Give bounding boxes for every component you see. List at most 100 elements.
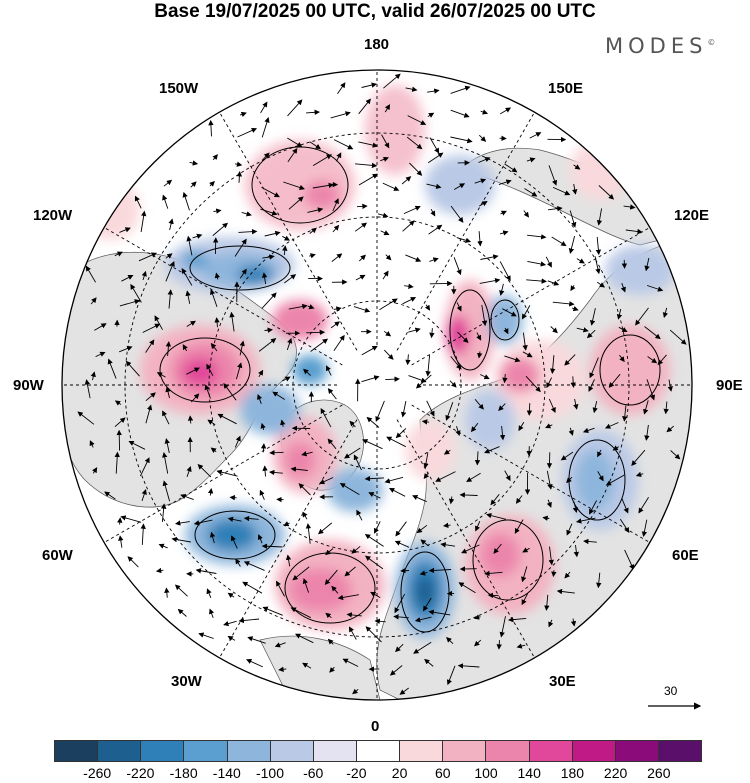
wind-vector	[208, 119, 214, 137]
wind-vector	[499, 261, 511, 282]
wind-vector	[643, 400, 649, 415]
wind-vector	[331, 585, 339, 594]
wind-vector	[548, 165, 558, 186]
wind-vector	[415, 374, 432, 389]
wind-vector	[261, 187, 280, 198]
wind-vector	[353, 454, 362, 471]
wind-vector	[461, 544, 480, 554]
wind-vector	[164, 587, 170, 598]
wind-vector	[413, 641, 432, 654]
wind-vector	[641, 519, 648, 537]
wind-vector	[566, 523, 573, 536]
map-title: Base 19/07/2025 00 UTC, valid 26/07/2025…	[154, 1, 596, 22]
lon-label-0: 0	[371, 718, 380, 735]
wind-vector	[573, 398, 579, 410]
wind-vector	[227, 592, 235, 599]
wind-vector	[114, 400, 122, 406]
wind-vector	[141, 489, 147, 502]
wind-vector	[107, 358, 117, 379]
wind-vector	[478, 201, 488, 207]
wind-vector	[303, 368, 311, 376]
wind-vector	[306, 329, 326, 336]
colorbar-cell	[400, 741, 444, 761]
wind-vector	[522, 332, 528, 351]
lon-label-180: 180	[364, 36, 390, 53]
wind-vector	[548, 619, 554, 628]
wind-vector	[242, 581, 263, 594]
wind-vector	[427, 112, 435, 118]
colorbar-tick-label: -260	[83, 765, 112, 781]
wind-vector	[414, 616, 432, 623]
wind-vector	[290, 466, 308, 472]
wind-vector	[310, 338, 329, 352]
wind-vector	[342, 658, 359, 667]
wind-vector	[426, 400, 435, 417]
wind-vector	[383, 349, 394, 360]
meridian-line	[103, 227, 343, 366]
wind-vector	[217, 413, 237, 425]
wind-vector	[523, 210, 530, 218]
wind-vector	[657, 354, 667, 366]
wind-vector	[480, 374, 490, 380]
wind-vector	[477, 351, 483, 359]
wind-vector	[550, 355, 556, 374]
wind-vector	[589, 500, 597, 515]
wind-vector	[430, 208, 436, 217]
wind-vector	[476, 332, 482, 341]
wind-vector	[424, 304, 431, 311]
wind-vector	[92, 467, 98, 474]
wind-vector	[287, 147, 298, 163]
wind-vector	[358, 173, 379, 186]
wind-vector	[206, 588, 212, 598]
wind-vector	[386, 436, 407, 448]
wind-vector	[474, 451, 481, 466]
wind-vector	[117, 517, 123, 525]
wind-vector	[429, 257, 439, 263]
wind-vector	[394, 593, 405, 614]
wind-vector	[165, 260, 175, 282]
wind-vector	[280, 419, 286, 427]
wind-vector	[229, 311, 235, 332]
wind-vector	[474, 178, 487, 184]
wind-vector	[644, 257, 650, 272]
wind-vector	[380, 156, 389, 162]
wind-vector	[189, 160, 199, 166]
wind-vector	[162, 410, 170, 425]
colorbar-cell	[98, 741, 142, 761]
wind-vector	[450, 356, 462, 370]
wind-vector	[589, 357, 599, 379]
meridian-line	[219, 419, 358, 659]
colorbar-tick-label: 60	[435, 765, 451, 781]
wind-vector	[336, 152, 342, 162]
wind-vector	[385, 254, 392, 261]
wind-vector	[526, 278, 547, 284]
wind-vector	[499, 616, 506, 638]
wind-vector	[623, 204, 636, 210]
wind-vector	[515, 495, 523, 504]
wind-vector	[234, 238, 247, 257]
wind-vector	[264, 327, 273, 333]
wind-vector	[236, 171, 243, 183]
wind-vector	[518, 421, 525, 432]
wind-vector	[620, 283, 626, 293]
wind-vector	[259, 489, 265, 500]
wind-vector	[333, 139, 354, 150]
wind-vector	[285, 554, 292, 567]
wind-vector	[576, 517, 596, 524]
wind-vector	[423, 597, 432, 612]
colorbar-cell	[443, 741, 487, 761]
wind-vector	[235, 362, 243, 380]
wind-vector	[154, 315, 163, 330]
wind-vector	[428, 609, 451, 616]
wind-vector	[85, 265, 96, 283]
wind-vector	[145, 392, 156, 402]
wind-vector	[356, 509, 363, 521]
wind-vector	[181, 268, 193, 286]
wind-vector	[500, 210, 507, 216]
wind-vector	[325, 548, 334, 556]
wind-vector	[486, 512, 507, 520]
wind-vector	[516, 643, 526, 649]
wind-vector	[646, 285, 664, 292]
wind-vector	[450, 85, 471, 94]
wind-vector	[261, 117, 270, 138]
